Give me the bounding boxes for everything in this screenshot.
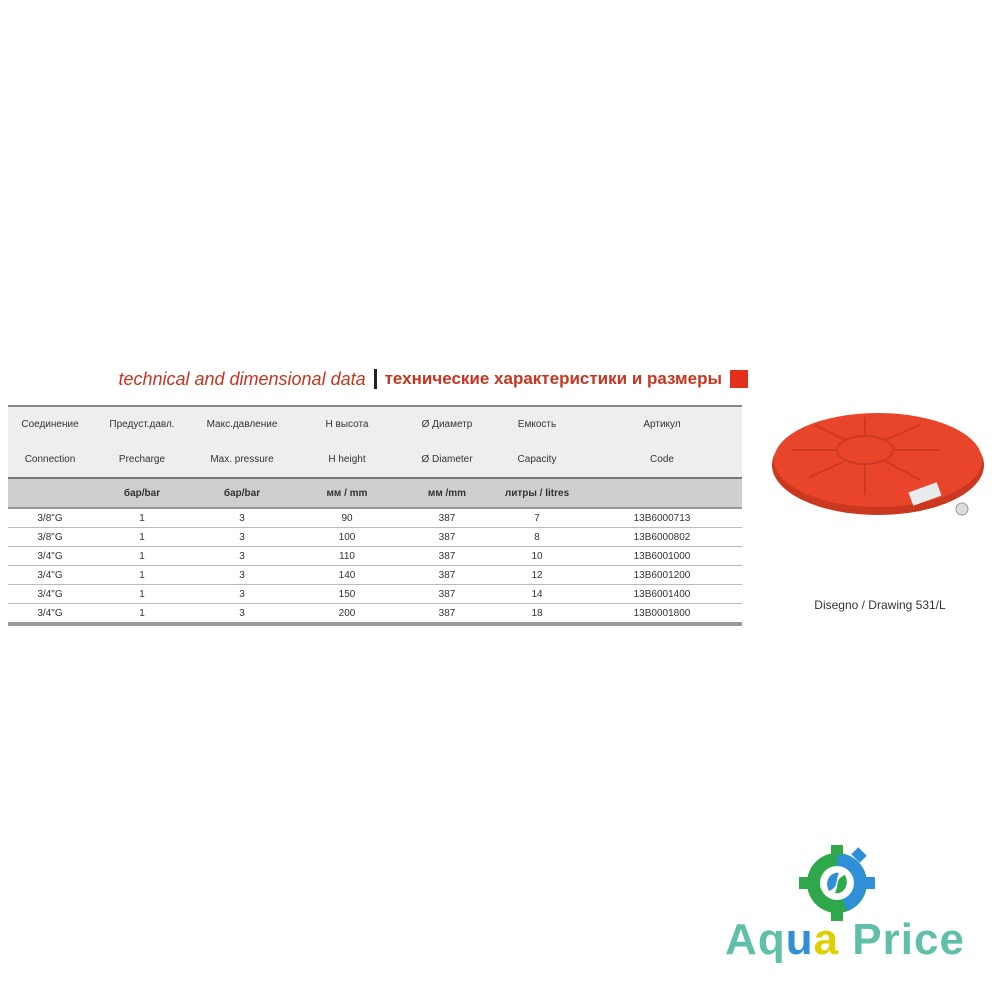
table-cell: 13B6001200 [633,569,691,581]
table-row: 13B6001000 10 387 110 3 1 3/4"G [8,547,742,566]
header-ru: H высота [325,419,369,430]
header-en: Capacity [517,454,557,465]
unit-cell: литры / litres [504,487,570,499]
table-cell: 3 [239,588,245,600]
table-cell: 3 [239,512,245,524]
table-header: Артикул Емкость Ø Диаметр H высота Макс.давл… [8,405,742,477]
table-cell: 13B6000802 [633,531,691,543]
unit-cell: бар/bar [223,487,261,499]
unit-cell: мм / mm [326,487,368,499]
logo-text-a: a [813,915,840,964]
table-cell: 3 [239,550,245,562]
logo-text-price: Price [839,915,965,964]
units-row: литры / litres мм /mm мм / mm бар/bar бар/ba… [8,477,742,509]
table-cell: 7 [534,512,540,524]
header-en: Max. pressure [210,454,274,465]
table-cell: 387 [438,569,456,581]
table-row: 13B6000713 7 387 90 3 1 3/8"G [8,509,742,528]
table-cell: 3/4"G [37,607,63,619]
unit-cell: бар/bar [123,487,161,499]
header-en: Code [650,454,674,465]
section-title: технические характеристики и размеры tec… [8,366,748,392]
table-row: 13B0001800 18 387 200 3 1 3/4"G [8,604,742,626]
table-cell: 200 [338,607,356,619]
unit-cell: мм /mm [427,487,467,499]
title-en: technical and dimensional data [118,368,366,389]
table-cell: 3 [239,531,245,543]
table-row: 13B6001400 14 387 150 3 1 3/4"G [8,585,742,604]
table-cell: 13B6000713 [633,512,691,524]
table-cell: 12 [531,569,543,581]
table-cell: 1 [139,607,145,619]
table-cell: 1 [139,550,145,562]
table-cell: 1 [139,588,145,600]
table-cell: 387 [438,607,456,619]
logo-text-u: u [785,915,814,964]
header-ru: Соединение [21,419,79,430]
table-cell: 13B6001400 [633,588,691,600]
table-row: 13B6001200 12 387 140 3 1 3/4"G [8,566,742,585]
table-cell: 13B0001800 [633,607,691,619]
table-cell: 3/8"G [37,512,63,524]
table-cell: 3/4"G [37,550,63,562]
table-cell: 1 [139,569,145,581]
table-cell: 387 [438,588,456,600]
header-ru: Емкость [517,419,557,430]
table-cell: 100 [338,531,356,543]
drawing-caption: Disegno / Drawing 531/L [814,598,946,612]
table-cell: 1 [139,531,145,543]
table-cell: 150 [338,588,356,600]
table-cell: 3 [239,607,245,619]
table-row: 13B6000802 8 387 100 3 1 3/8"G [8,528,742,547]
logo-text: Aqua Price [700,915,990,965]
table-cell: 3 [239,569,245,581]
header-en: H height [328,454,366,465]
table-cell: 387 [438,550,456,562]
table-cell: 8 [534,531,540,543]
red-square-icon [730,370,748,388]
expansion-tank-image [772,413,984,516]
table-cell: 90 [341,512,353,524]
table-cell: 14 [531,588,543,600]
header-en: Precharge [118,454,166,465]
title-divider [373,369,377,389]
table-cell: 3/4"G [37,569,63,581]
table-cell: 387 [438,531,456,543]
table-cell: 1 [139,512,145,524]
logo-text-aq: Aq [725,915,786,964]
table-cell: 110 [339,550,355,562]
table-cell: 387 [438,512,456,524]
title-ru: технические характеристики и размеры [384,369,722,388]
header-en: Ø Diameter [421,454,473,465]
header-en: Connection [24,454,76,465]
aqua-price-logo: Aqua Price [700,845,990,985]
header-ru: Артикул [643,419,681,430]
table-cell: 140 [338,569,356,581]
table-cell: 10 [531,550,543,562]
header-ru: Ø Диаметр [421,419,473,430]
table-cell: 18 [531,607,543,619]
table-cell: 3/8"G [37,531,63,543]
header-ru: Предуст.давл. [109,419,175,430]
spec-table: Артикул Емкость Ø Диаметр H высота Макс.давл… [8,405,742,626]
table-cell: 13B6001000 [633,550,691,562]
header-ru: Макс.давление [206,419,278,430]
gear-drop-icon [799,845,875,921]
table-cell: 3/4"G [37,588,63,600]
